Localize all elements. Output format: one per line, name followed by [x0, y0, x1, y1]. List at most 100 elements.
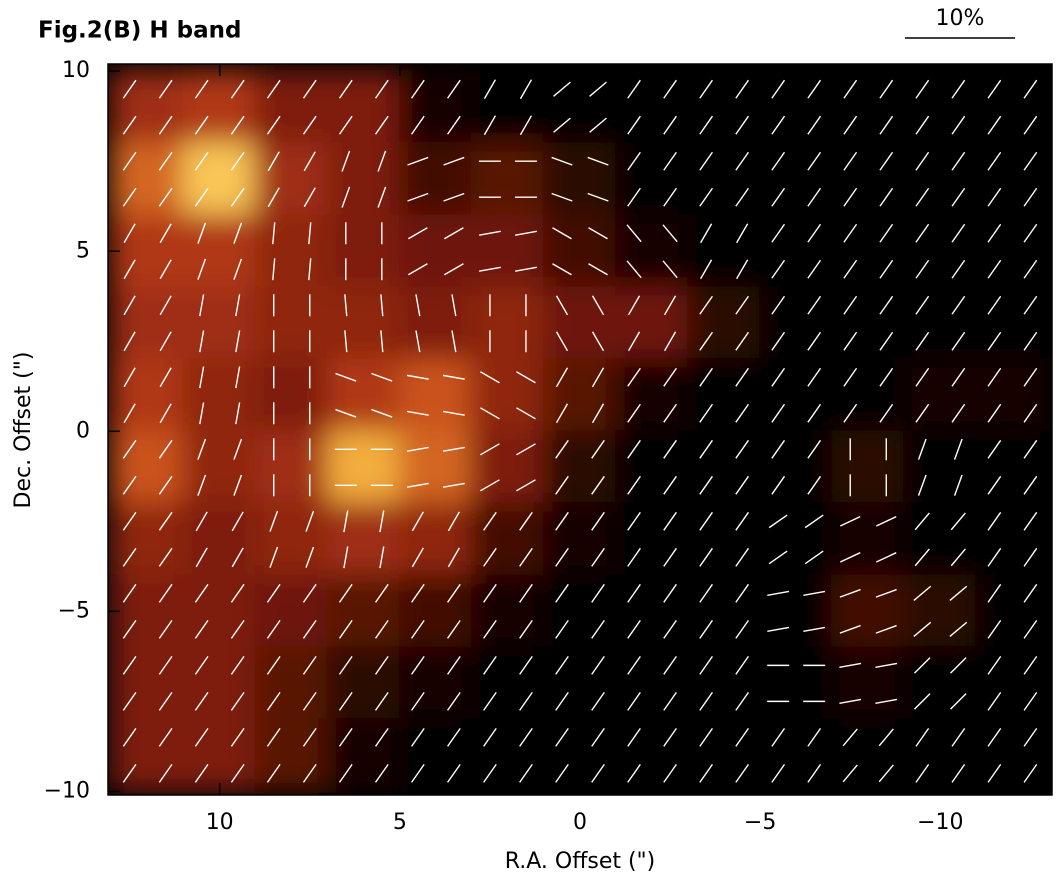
polarization-vector [374, 727, 389, 747]
polarization-vector [839, 624, 861, 634]
polarization-vector [344, 294, 348, 317]
polarization-vector [949, 585, 968, 601]
polarization-vector [879, 295, 894, 315]
polarization-vector [987, 367, 1002, 387]
polarization-vector [195, 547, 208, 568]
polarization-vector [338, 691, 353, 711]
y-tick-label: 0 [76, 418, 90, 443]
y-tick-label: 10 [62, 58, 90, 83]
polarization-vector [663, 691, 677, 711]
polarization-vector [591, 583, 605, 603]
intensity-cell [542, 574, 618, 649]
polarization-vector [1023, 691, 1038, 711]
polarization-vector [1023, 547, 1038, 567]
polarization-vector [305, 546, 315, 568]
intensity-cell [903, 142, 978, 217]
polarization-vector [915, 763, 930, 783]
y-tick-label: −10 [44, 778, 90, 803]
polarization-vector [843, 115, 858, 135]
polarization-vector [804, 514, 824, 529]
polarization-vector [735, 475, 750, 495]
intensity-cell [831, 142, 906, 217]
intensity-cell [687, 502, 762, 577]
polarization-vector [483, 763, 497, 783]
polarization-vector [411, 547, 424, 568]
polarization-vector [377, 150, 387, 172]
polarization-vector [199, 294, 205, 317]
polarization-vector [235, 402, 241, 425]
polarization-vector [807, 259, 822, 279]
polarization-vector [953, 474, 963, 496]
polarization-vector [123, 403, 136, 424]
polarization-vector [699, 583, 713, 603]
polarization-vector [123, 331, 136, 352]
polarization-vector [735, 439, 750, 459]
polarization-vector [771, 115, 786, 135]
intensity-cell [903, 214, 978, 289]
polarization-vector [555, 403, 569, 424]
intensity-cell [110, 430, 185, 505]
polarization-vector [555, 691, 569, 711]
intensity-cell [975, 358, 1050, 433]
polarization-vector [875, 698, 898, 704]
polarization-vector [158, 727, 173, 747]
polarization-vector [308, 258, 312, 281]
polarization-vector [843, 187, 858, 207]
polarization-vector [194, 79, 209, 99]
polarization-vector [302, 691, 317, 711]
polarization-vector [407, 192, 429, 202]
polarization-vector [379, 546, 385, 569]
intensity-cell [759, 358, 834, 433]
polarization-vector [123, 367, 136, 388]
polarization-vector [303, 151, 316, 172]
polarization-vector [197, 222, 207, 244]
polarization-vector [987, 475, 1002, 495]
polarization-vector [735, 295, 750, 315]
polarization-vector [663, 187, 677, 207]
polarization-vector [951, 295, 966, 315]
polarization-vector [987, 727, 1002, 747]
polarization-vector [914, 548, 930, 567]
intensity-cell [110, 502, 185, 577]
polarization-vector [914, 657, 931, 674]
polarization-vector [374, 691, 389, 711]
intensity-cell [542, 646, 618, 721]
intensity-cell [542, 142, 618, 217]
polarization-vector [699, 331, 713, 351]
intensity-cell [254, 718, 329, 793]
polarization-vector [987, 691, 1002, 711]
polarization-vector [516, 443, 536, 456]
polarization-vector [335, 372, 357, 382]
polarization-vector [374, 763, 389, 783]
polarization-vector [842, 728, 858, 747]
polarization-vector [951, 331, 966, 351]
polarization-vector [478, 230, 501, 236]
polarization-vector [555, 295, 569, 316]
polarization-vector [878, 764, 894, 783]
polarization-vector [374, 79, 389, 99]
polarization-vector [122, 691, 137, 711]
polarization-vector [272, 258, 276, 281]
polarization-vector [953, 438, 963, 460]
polarization-vector [915, 187, 930, 207]
polarization-vector [302, 115, 317, 135]
polarization-vector [768, 550, 788, 565]
polarization-vector [158, 439, 173, 459]
polarization-vector [122, 619, 137, 639]
polarization-vector [699, 619, 713, 639]
intensity-cell [326, 574, 401, 649]
polarization-vector [407, 156, 429, 166]
intensity-cell [759, 718, 834, 793]
polarization-vector [699, 295, 713, 315]
polarization-vector [344, 330, 348, 353]
intensity-cell [615, 142, 690, 217]
polarization-vector [807, 727, 822, 747]
polarization-vector [1023, 295, 1038, 315]
intensity-cell [470, 430, 545, 505]
intensity-cell [687, 718, 762, 793]
chart-title: Fig.2(B) H band [38, 18, 241, 44]
polarization-vector [987, 547, 1002, 567]
polarization-vector [987, 295, 1002, 315]
polarization-vector [447, 583, 461, 603]
intensity-cell [615, 646, 690, 721]
